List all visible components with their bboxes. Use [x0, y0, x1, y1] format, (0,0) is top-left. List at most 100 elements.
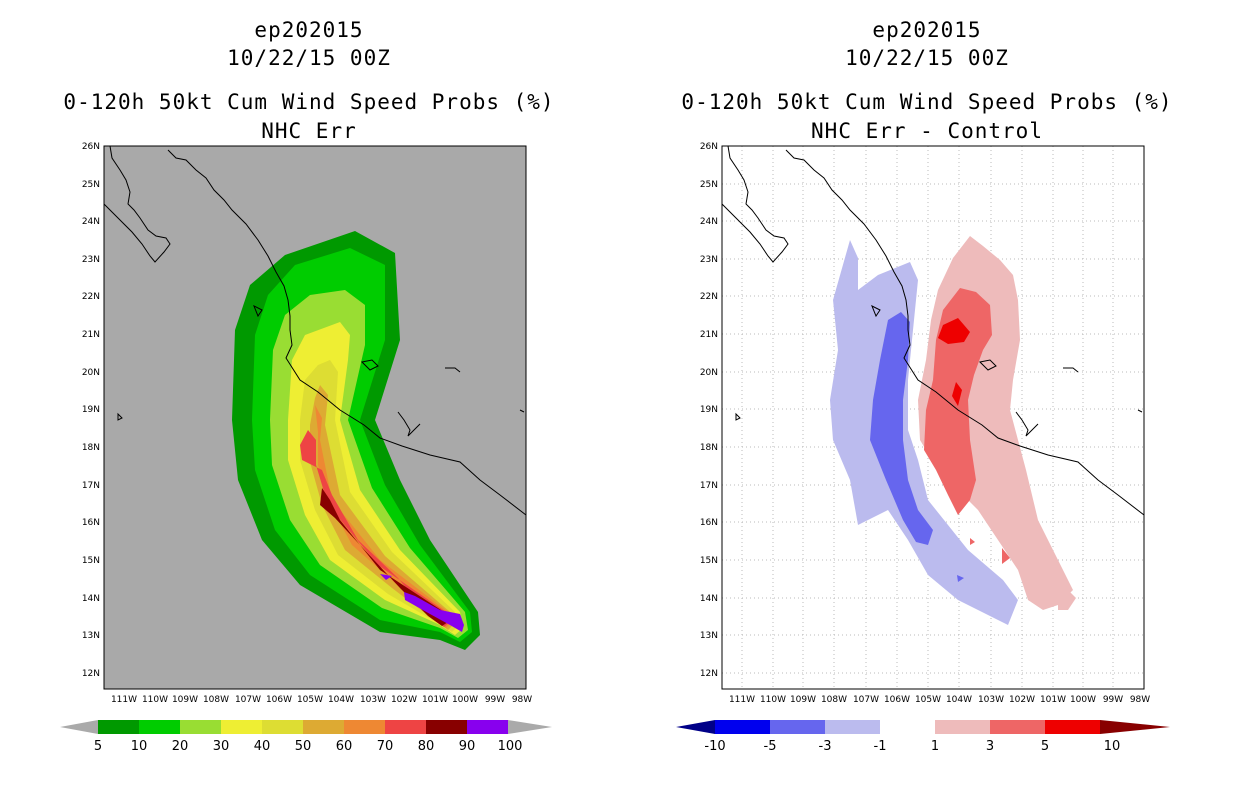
storm-id: ep202015	[254, 18, 364, 42]
legend-swatch	[139, 720, 180, 734]
legend-label: -1	[874, 739, 887, 754]
lat-label: 19N	[82, 405, 100, 415]
lat-label: 20N	[700, 368, 718, 378]
lon-label: 106W	[884, 695, 910, 705]
lat-label: 17N	[82, 481, 100, 491]
lat-label: 15N	[82, 556, 100, 566]
lat-label: 18N	[700, 443, 718, 453]
lat-label: 21N	[82, 330, 100, 340]
lon-label: 101W	[422, 695, 448, 705]
color-legend	[676, 720, 1170, 734]
lon-label: 108W	[203, 695, 229, 705]
lat-label: 24N	[700, 217, 718, 227]
lon-label: 103W	[978, 695, 1004, 705]
lon-label: 102W	[391, 695, 417, 705]
lon-labels: 111W 110W 109W 108W 107W 106W 105W 104W …	[729, 695, 1150, 705]
lat-label: 19N	[700, 405, 718, 415]
lat-label: 17N	[700, 481, 718, 491]
legend-label: 80	[418, 739, 435, 754]
lat-label: 21N	[700, 330, 718, 340]
map-right: 12N 13N 14N 15N 16N 17N 18N 19N 20N 21N …	[676, 142, 1170, 754]
lon-label: 104W	[946, 695, 972, 705]
lat-label: 20N	[82, 368, 100, 378]
lat-label: 22N	[700, 292, 718, 302]
legend-swatch	[825, 720, 880, 734]
legend-labels: -10 -5 -3 -1 1 3 5 10	[704, 739, 1120, 754]
lat-label: 25N	[700, 180, 718, 190]
legend-swatch	[715, 720, 770, 734]
legend-label: 30	[213, 739, 230, 754]
lat-label: 23N	[82, 255, 100, 265]
legend-label: -10	[704, 739, 725, 754]
legend-arrow-right	[1100, 720, 1170, 734]
legend-swatch	[880, 720, 935, 734]
product-title: 0-120h 50kt Cum Wind Speed Probs (%)	[63, 90, 555, 114]
legend-swatch	[221, 720, 262, 734]
product-title: 0-120h 50kt Cum Wind Speed Probs (%)	[681, 90, 1173, 114]
lat-label: 18N	[82, 443, 100, 453]
coastline	[721, 145, 1145, 516]
lon-label: 109W	[172, 695, 198, 705]
legend-label: -3	[819, 739, 832, 754]
legend-swatch	[180, 720, 221, 734]
date-time: 10/22/15 00Z	[227, 46, 391, 70]
legend-label: 1	[931, 739, 939, 754]
legend-label: 10	[1104, 739, 1121, 754]
color-legend	[60, 720, 552, 734]
lat-label: 15N	[700, 556, 718, 566]
panel-nhc-err: ep202015 10/22/15 00Z 0-120h 50kt Cum Wi…	[60, 18, 555, 754]
lon-label: 107W	[235, 695, 261, 705]
legend-swatch	[98, 720, 139, 734]
lon-label: 102W	[1009, 695, 1035, 705]
panel-nhc-err-minus-control: ep202015 10/22/15 00Z 0-120h 50kt Cum Wi…	[618, 0, 1236, 800]
lat-label: 23N	[700, 255, 718, 265]
lat-label: 22N	[82, 292, 100, 302]
lat-label: 26N	[82, 142, 100, 152]
lat-label: 14N	[82, 594, 100, 604]
lon-label: 98W	[512, 695, 532, 705]
lat-label: 12N	[82, 669, 100, 679]
lat-labels: 12N 13N 14N 15N 16N 17N 18N 19N 20N 21N …	[82, 142, 100, 679]
map-left: 12N 13N 14N 15N 16N 17N 18N 19N 20N 21N …	[60, 142, 552, 754]
lon-label: 105W	[297, 695, 323, 705]
legend-arrow-left	[60, 720, 98, 734]
lon-label: 111W	[111, 695, 137, 705]
lat-label: 25N	[82, 180, 100, 190]
lon-label: 100W	[1070, 695, 1096, 705]
legend-swatch	[262, 720, 303, 734]
coastline	[103, 145, 527, 516]
lat-label: 13N	[700, 631, 718, 641]
lon-label: 111W	[729, 695, 755, 705]
legend-swatch	[935, 720, 990, 734]
lon-label: 108W	[821, 695, 847, 705]
legend-label: -5	[764, 739, 777, 754]
difference-contours	[830, 236, 1076, 625]
map-frame	[721, 145, 1145, 690]
legend-label: 50	[295, 739, 312, 754]
lon-label: 107W	[853, 695, 879, 705]
legend-swatch	[467, 720, 508, 734]
product-subtitle: NHC Err - Control	[811, 119, 1043, 143]
legend-label: 3	[986, 739, 994, 754]
lat-label: 16N	[82, 518, 100, 528]
legend-label: 60	[336, 739, 353, 754]
legend-label: 70	[377, 739, 394, 754]
lon-label: 110W	[760, 695, 786, 705]
legend-label: 5	[94, 739, 102, 754]
lon-label: 110W	[142, 695, 168, 705]
storm-id: ep202015	[872, 18, 982, 42]
date-time: 10/22/15 00Z	[845, 46, 1009, 70]
lon-label: 104W	[328, 695, 354, 705]
lon-label: 98W	[1130, 695, 1150, 705]
legend-label: 90	[459, 739, 476, 754]
legend-arrow-left	[676, 720, 715, 734]
lon-label: 106W	[266, 695, 292, 705]
lat-label: 12N	[700, 669, 718, 679]
lon-label: 99W	[1103, 695, 1123, 705]
legend-swatch	[990, 720, 1045, 734]
legend-label: 40	[254, 739, 271, 754]
lon-labels: 111W 110W 109W 108W 107W 106W 105W 104W …	[111, 695, 532, 705]
product-subtitle: NHC Err	[261, 119, 357, 143]
lat-label: 24N	[82, 217, 100, 227]
legend-labels: 5 10 20 30 40 50 60 70 80 90 100	[94, 739, 523, 754]
